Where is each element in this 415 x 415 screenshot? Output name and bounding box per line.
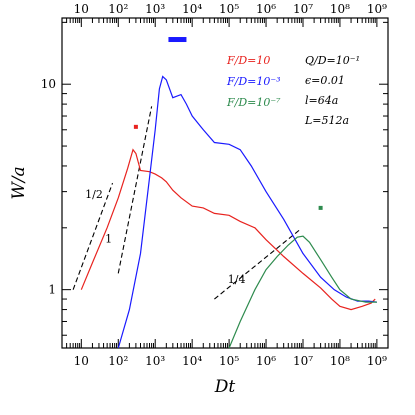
x-tick-label-top: 10 xyxy=(74,2,89,16)
axis-ticks xyxy=(61,18,389,348)
slope-guides: 1/2 1 1/4 xyxy=(72,106,300,300)
x-tick-label-top: 10⁶ xyxy=(256,2,276,16)
legend: F/D=10 F/D=10⁻³ F/D=10⁻⁷ xyxy=(226,54,281,109)
x-axis-title: Dt xyxy=(214,377,236,397)
x-tick-label-top: 10⁷ xyxy=(293,2,313,16)
y-tick-label: 1 xyxy=(48,283,56,297)
parameter-annotations: Q/D=10⁻¹ ϵ=0.01 l=64a L=512a xyxy=(304,54,360,127)
slope-label: 1/2 xyxy=(85,188,103,201)
x-tick-label: 10⁸ xyxy=(330,354,350,368)
series-line xyxy=(80,148,376,311)
legend-entry: F/D=10⁻⁷ xyxy=(226,96,281,109)
x-tick-labels-top: 10 10² 10³ 10⁴ 10⁵ 10⁶ 10⁷ 10⁸ 10⁹ xyxy=(74,2,387,16)
x-tick-label: 10⁶ xyxy=(256,354,276,368)
series-marker xyxy=(318,205,323,210)
series-markers xyxy=(133,37,323,210)
y-tick-label: 10 xyxy=(41,77,56,91)
series-line xyxy=(228,235,377,349)
y-tick-labels: 1 10 xyxy=(41,77,56,296)
x-tick-label: 10² xyxy=(108,354,128,368)
legend-entry: F/D=10 xyxy=(226,54,270,67)
x-tick-label: 10³ xyxy=(145,354,165,368)
x-tick-label: 10 xyxy=(74,354,89,368)
slope-line xyxy=(72,182,114,290)
series-line xyxy=(117,75,377,349)
x-tick-label: 10⁵ xyxy=(219,354,239,368)
series-marker xyxy=(168,37,187,43)
x-tick-label: 10⁷ xyxy=(293,354,313,368)
parameter-annotation: l=64a xyxy=(305,94,338,107)
slope-line xyxy=(117,106,153,274)
parameter-annotation: Q/D=10⁻¹ xyxy=(305,54,360,67)
legend-entry: F/D=10⁻³ xyxy=(226,75,281,88)
x-tick-label-top: 10⁸ xyxy=(330,2,350,16)
series-marker xyxy=(133,124,138,129)
x-tick-label-top: 10⁴ xyxy=(182,2,202,16)
parameter-annotation: L=512a xyxy=(304,114,349,127)
y-axis-title: W/a xyxy=(9,166,29,199)
x-tick-label-top: 10⁵ xyxy=(219,2,239,16)
x-tick-label-top: 10² xyxy=(108,2,128,16)
parameter-annotation: ϵ=0.01 xyxy=(305,74,345,87)
x-tick-label-top: 10⁹ xyxy=(367,2,387,16)
slope-label: 1/4 xyxy=(228,273,246,286)
x-tick-label: 10⁹ xyxy=(367,354,387,368)
slope-line xyxy=(214,229,300,300)
series-lines xyxy=(80,75,377,349)
plot-frame xyxy=(61,17,389,349)
slope-label: 1 xyxy=(105,232,112,245)
x-tick-label: 10⁴ xyxy=(182,354,202,368)
x-tick-labels-bottom: 10 10² 10³ 10⁴ 10⁵ 10⁶ 10⁷ 10⁸ 10⁹ xyxy=(74,354,387,368)
x-tick-label-top: 10³ xyxy=(145,2,165,16)
